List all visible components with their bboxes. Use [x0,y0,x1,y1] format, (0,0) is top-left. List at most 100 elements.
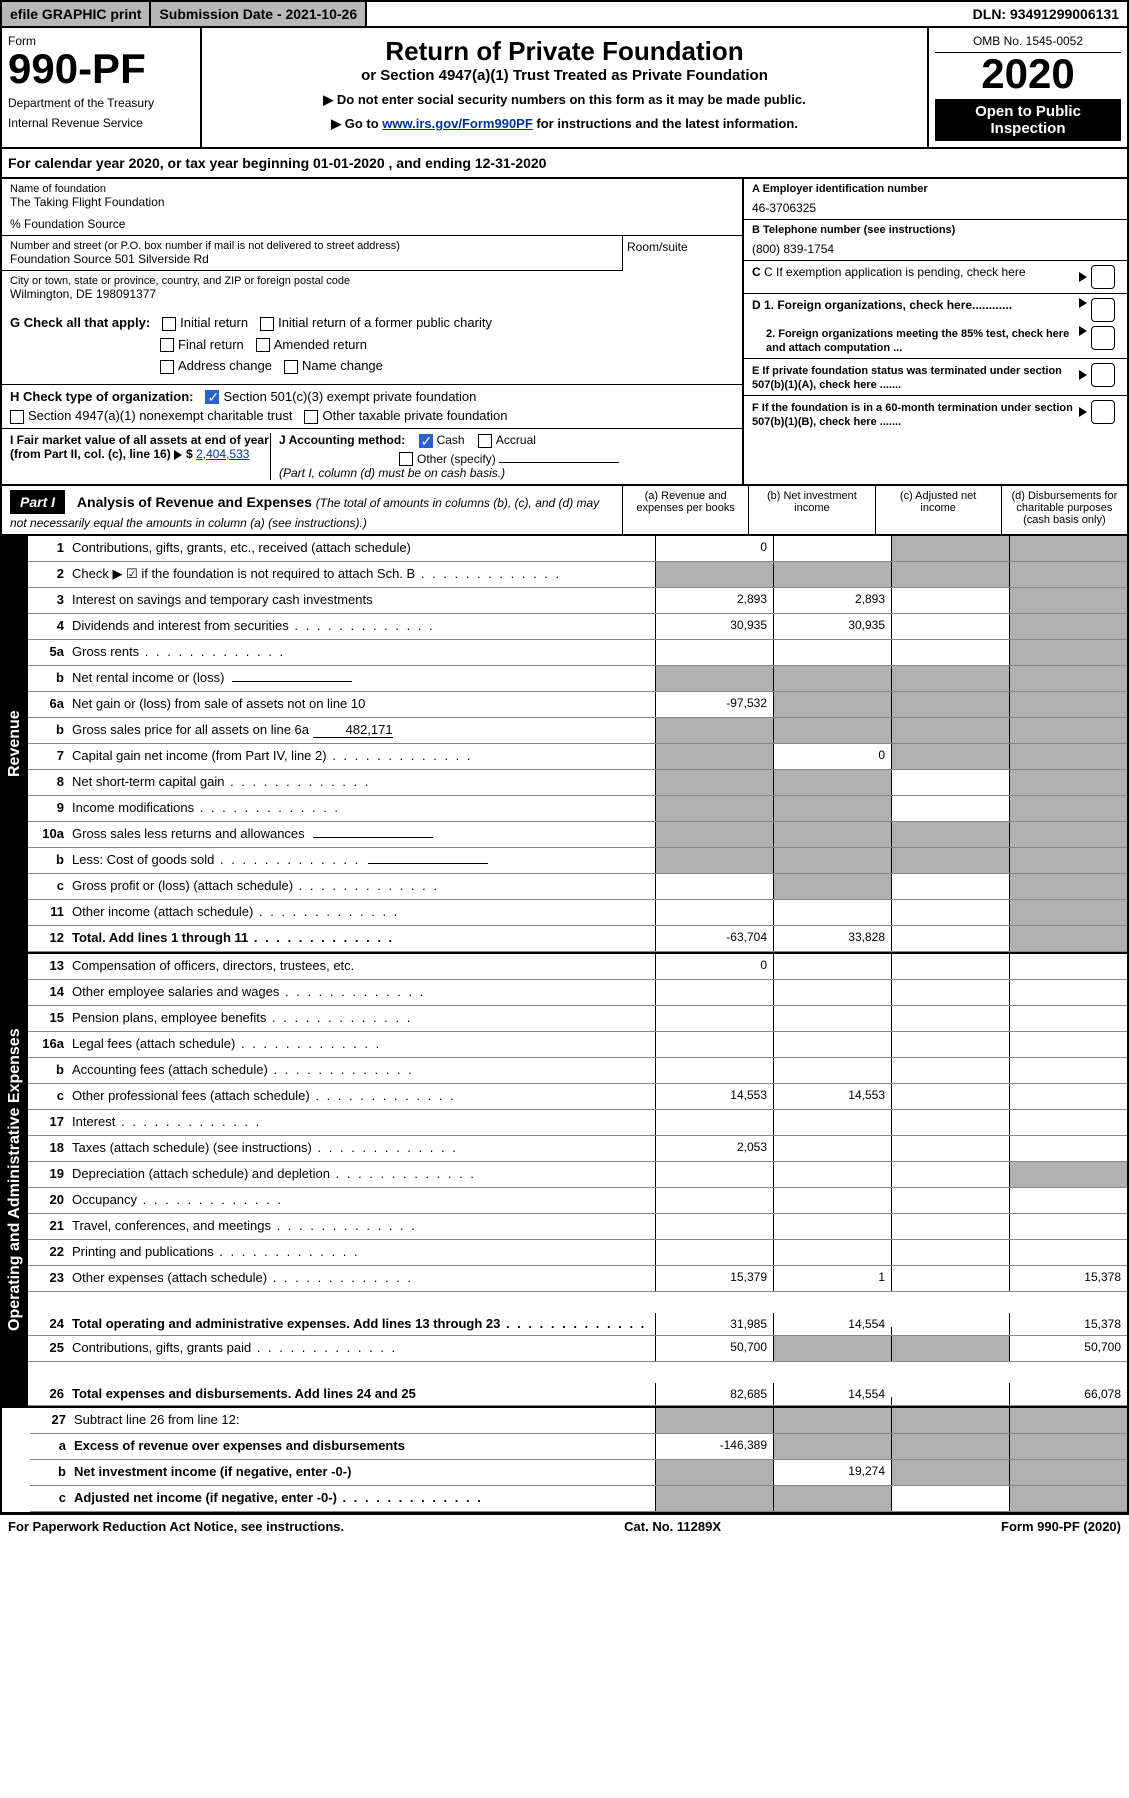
row-number: c [30,1486,70,1511]
value-cell [891,1240,1009,1265]
row-desc: Less: Cost of goods sold [68,848,655,873]
chk-terminated[interactable] [1091,363,1115,387]
chk-cash[interactable] [419,434,433,448]
col-d-head: (d) Disbursements for charitable purpose… [1001,486,1127,534]
col-b-head: (b) Net investment income [748,486,874,534]
shaded-cell [891,1434,1009,1459]
row-number: 21 [28,1214,68,1239]
row-desc: Contributions, gifts, grants paid [68,1336,655,1361]
row-desc: Legal fees (attach schedule) [68,1032,655,1057]
row-number: 16a [28,1032,68,1057]
value-cell [655,1006,773,1031]
chk-other-method[interactable] [399,452,413,466]
value-cell [891,640,1009,665]
value-cell [655,1110,773,1135]
table-row: 22Printing and publications [28,1240,1127,1266]
value-cell [891,900,1009,925]
value-cell [655,1188,773,1213]
row-number: c [28,874,68,899]
chk-other-taxable[interactable] [304,410,318,424]
irs-link[interactable]: www.irs.gov/Form990PF [382,116,533,131]
chk-name-change[interactable] [284,360,298,374]
shaded-cell [655,796,773,821]
f-label: F If the foundation is in a 60-month ter… [752,402,1073,428]
table-row: cGross profit or (loss) (attach schedule… [28,874,1127,900]
value-cell: 14,553 [655,1084,773,1109]
revenue-section: Revenue 1Contributions, gifts, grants, e… [0,536,1129,954]
shaded-cell [1009,1460,1127,1485]
tax-year: 2020 [935,53,1121,95]
value-cell [773,1058,891,1083]
value-cell: 0 [773,744,891,769]
value-cell [891,1327,1009,1335]
value-cell [891,1188,1009,1213]
shaded-cell [1009,588,1127,613]
value-cell: 15,379 [655,1266,773,1291]
e-label: E If private foundation status was termi… [752,365,1062,391]
row-number: 19 [28,1162,68,1187]
expenses-section: Operating and Administrative Expenses 13… [0,954,1129,1408]
value-cell [1009,1084,1127,1109]
chk-foreign-org[interactable] [1091,298,1115,322]
form-id-box: Form 990-PF Department of the Treasury I… [2,28,202,147]
table-row: bLess: Cost of goods sold [28,848,1127,874]
table-row: bNet rental income or (loss) [28,666,1127,692]
row-number: 12 [28,926,68,951]
shaded-cell [1009,874,1127,899]
efile-print-button[interactable]: efile GRAPHIC print [2,2,151,26]
value-cell [891,770,1009,795]
revenue-side-label: Revenue [2,536,28,952]
value-cell: 15,378 [1009,1266,1127,1291]
shaded-cell [773,1434,891,1459]
row-desc: Depreciation (attach schedule) and deple… [68,1162,655,1187]
fmv-link[interactable]: 2,404,533 [196,447,249,461]
arrow-icon [174,450,182,460]
table-row: 23Other expenses (attach schedule)15,379… [28,1266,1127,1292]
value-cell [773,1240,891,1265]
value-cell [891,1032,1009,1057]
row-number: b [28,666,68,691]
shaded-cell [655,718,773,743]
opt-other-tax: Other taxable private foundation [322,408,507,423]
row-number: 4 [28,614,68,639]
chk-initial-former[interactable] [260,317,274,331]
row-desc: Other income (attach schedule) [68,900,655,925]
value-cell [891,980,1009,1005]
chk-4947[interactable] [10,410,24,424]
table-row: bAccounting fees (attach schedule) [28,1058,1127,1084]
table-row: 25Contributions, gifts, grants paid50,70… [28,1336,1127,1362]
shaded-cell [1009,822,1127,847]
chk-address-change[interactable] [160,360,174,374]
row-number: 22 [28,1240,68,1265]
arrow-icon [1079,326,1087,336]
part1-badge: Part I [10,490,65,514]
chk-85pct[interactable] [1091,326,1115,350]
chk-amended[interactable] [256,338,270,352]
shaded-cell [891,536,1009,561]
shaded-cell [1009,692,1127,717]
shaded-cell [1009,796,1127,821]
value-cell [891,1110,1009,1135]
row-number: 11 [28,900,68,925]
row-number: b [28,848,68,873]
value-cell: 2,053 [655,1136,773,1161]
row-number: b [28,1058,68,1083]
chk-501c3[interactable] [205,390,219,404]
chk-exemption-pending[interactable] [1091,265,1115,289]
value-cell [1009,1006,1127,1031]
value-cell: 50,700 [1009,1336,1127,1361]
chk-final-return[interactable] [160,338,174,352]
value-cell [891,1084,1009,1109]
arrow-icon [1079,370,1087,380]
chk-initial-return[interactable] [162,317,176,331]
table-row: aExcess of revenue over expenses and dis… [30,1434,1127,1460]
table-row: 10aGross sales less returns and allowanc… [28,822,1127,848]
value-cell: -97,532 [655,692,773,717]
chk-60month[interactable] [1091,400,1115,424]
shaded-cell [655,1486,773,1511]
row-desc: Net gain or (loss) from sale of assets n… [68,692,655,717]
value-cell [655,1032,773,1057]
shaded-cell [773,770,891,795]
chk-accrual[interactable] [478,434,492,448]
shaded-cell [891,692,1009,717]
